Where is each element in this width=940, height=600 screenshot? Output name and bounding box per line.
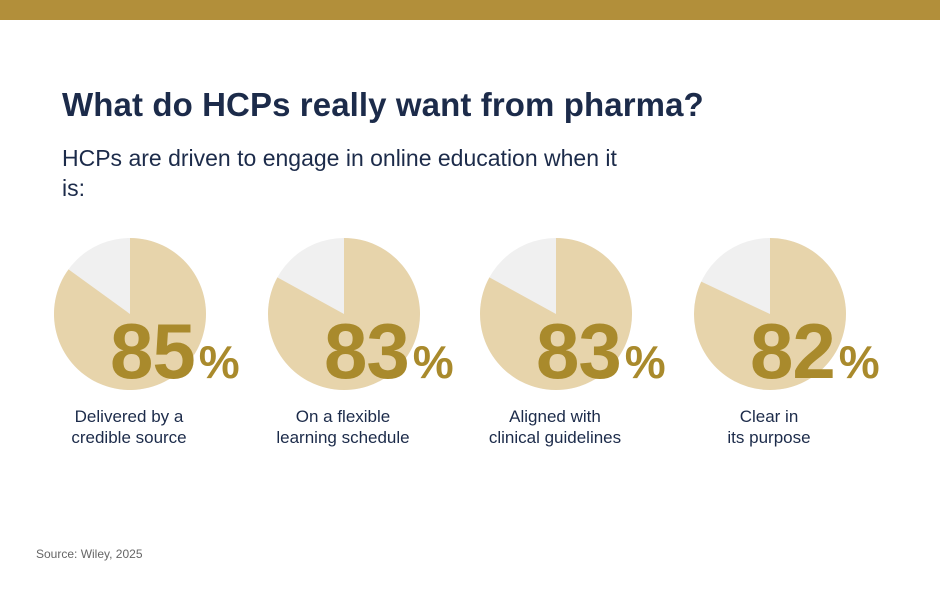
pie-chart-4 (694, 238, 846, 390)
caption-line: clinical guidelines (488, 428, 622, 447)
stat-item-4: 82% Clear in its purpose (694, 238, 908, 458)
caption-line: On a flexible (295, 407, 391, 426)
stat-number: 83 (536, 307, 622, 395)
stat-number: 82 (750, 307, 836, 395)
caption-line: Clear in (739, 407, 799, 426)
stat-number: 85 (110, 307, 196, 395)
stat-caption: Aligned with clinical guidelines (465, 406, 645, 448)
stat-item-3: 83% Aligned with clinical guidelines (480, 238, 694, 458)
stat-value: 82% (750, 312, 880, 390)
percent-sign: % (624, 336, 666, 388)
stat-item-1: 85% Delivered by a credible source (54, 238, 268, 458)
stat-value: 83% (536, 312, 666, 390)
stat-caption: Clear in its purpose (679, 406, 859, 448)
pie-chart-1 (54, 238, 206, 390)
percent-sign: % (838, 336, 880, 388)
percent-sign: % (198, 336, 240, 388)
stat-number: 83 (324, 307, 410, 395)
pie-value-slice (694, 238, 846, 390)
pie-chart-2 (268, 238, 420, 390)
stat-caption: On a flexible learning schedule (253, 406, 433, 448)
caption-line: credible source (71, 428, 187, 447)
page-title: What do HCPs really want from pharma? (62, 86, 704, 123)
pie-value-slice (480, 238, 632, 390)
percent-sign: % (412, 336, 454, 388)
stat-value: 83% (324, 312, 454, 390)
caption-line: learning schedule (276, 428, 410, 447)
stat-caption: Delivered by a credible source (39, 406, 219, 448)
caption-line: Aligned with (509, 407, 601, 426)
pie-chart-3 (480, 238, 632, 390)
pie-value-slice (54, 238, 206, 390)
source-note: Source: Wiley, 2025 (36, 547, 143, 561)
page-subtitle: HCPs are driven to engage in online educ… (62, 145, 617, 201)
caption-line: Delivered by a (74, 407, 184, 426)
pie-value-slice (268, 238, 420, 390)
caption-line: its purpose (727, 428, 811, 447)
stat-item-2: 83% On a flexible learning schedule (268, 238, 482, 458)
stat-value: 85% (110, 312, 240, 390)
top-accent-bar (0, 0, 940, 20)
